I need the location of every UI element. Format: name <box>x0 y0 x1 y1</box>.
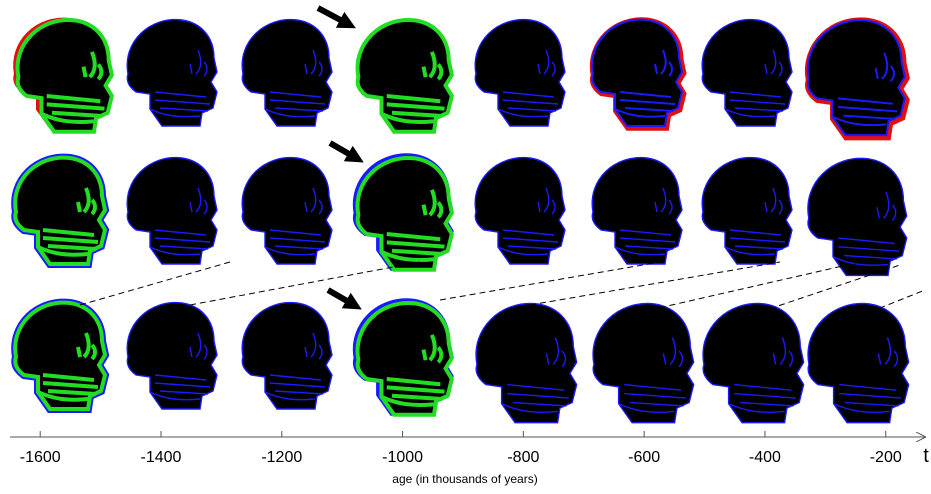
skull <box>15 17 114 134</box>
arrows <box>316 5 364 310</box>
tick-label: -1400 <box>141 449 182 466</box>
skull <box>806 19 906 137</box>
skull <box>474 156 566 265</box>
skull <box>13 155 107 266</box>
skull <box>241 156 333 265</box>
skull <box>475 302 578 424</box>
axis-label: age (in thousands of years) <box>392 472 537 486</box>
tick-label: -1000 <box>382 449 423 466</box>
skull <box>126 156 218 265</box>
tick-label: -200 <box>870 449 902 466</box>
skull <box>701 156 793 265</box>
skull <box>13 300 107 411</box>
skull <box>355 17 454 134</box>
axis-end-label: t <box>923 445 929 467</box>
skull <box>702 302 805 424</box>
skull <box>591 18 683 127</box>
tick-label: -1200 <box>261 449 302 466</box>
skull <box>126 301 218 410</box>
tick-label: -600 <box>628 449 660 466</box>
skull <box>355 155 454 272</box>
tick-label: -400 <box>749 449 781 466</box>
dashed-links <box>79 261 926 313</box>
skull <box>126 18 218 127</box>
skull <box>474 18 566 127</box>
skull <box>355 300 454 417</box>
skull <box>591 156 683 265</box>
tick-label: -1600 <box>20 449 61 466</box>
skull <box>701 18 793 127</box>
skull <box>807 157 908 277</box>
tick-label: -800 <box>507 449 539 466</box>
skulls <box>13 17 910 424</box>
skull <box>592 302 695 424</box>
skull <box>807 302 910 424</box>
skull <box>241 301 333 410</box>
skull <box>241 18 333 127</box>
